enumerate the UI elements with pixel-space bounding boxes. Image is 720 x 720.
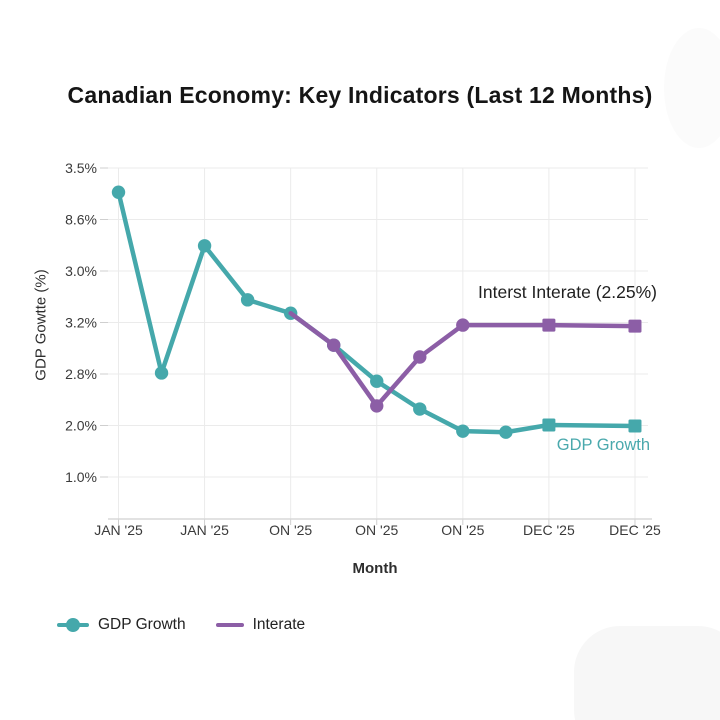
svg-text:8.6%: 8.6%	[65, 212, 97, 228]
svg-text:Interst Interate (2.25%): Interst Interate (2.25%)	[478, 282, 657, 302]
legend: GDP Growth Interate	[57, 616, 305, 634]
svg-text:DEC '25: DEC '25	[523, 522, 575, 538]
interate-line-swatch-icon	[215, 618, 244, 632]
svg-text:DEC '25: DEC '25	[609, 522, 661, 538]
gdp-growth-line-swatch-icon	[57, 618, 89, 632]
svg-text:GDP Growth: GDP Growth	[557, 436, 650, 454]
interate-line-icon	[215, 623, 244, 627]
svg-text:2.0%: 2.0%	[65, 418, 97, 434]
svg-text:ON '25: ON '25	[355, 522, 398, 538]
svg-text:3.2%: 3.2%	[65, 315, 97, 331]
svg-text:3.5%: 3.5%	[65, 160, 97, 176]
svg-text:2.8%: 2.8%	[65, 366, 97, 382]
svg-text:1.0%: 1.0%	[65, 469, 97, 485]
svg-text:ON '25: ON '25	[269, 522, 312, 538]
svg-text:ON '25: ON '25	[441, 522, 484, 538]
chart-title: Canadian Economy: Key Indicators (Last 1…	[67, 82, 653, 108]
x-axis-title: Month	[352, 560, 398, 577]
svg-text:JAN '25: JAN '25	[94, 522, 143, 538]
legend-item-interate: Interate	[215, 616, 306, 634]
gdp-marker-dot-icon	[66, 618, 80, 632]
legend-item-gdp-growth: GDP Growth	[57, 616, 186, 634]
legend-label-interate: Interate	[252, 616, 306, 633]
svg-text:3.0%: 3.0%	[65, 263, 97, 279]
svg-text:JAN '25: JAN '25	[180, 522, 229, 538]
legend-label-gdp-growth: GDP Growth	[98, 616, 186, 633]
